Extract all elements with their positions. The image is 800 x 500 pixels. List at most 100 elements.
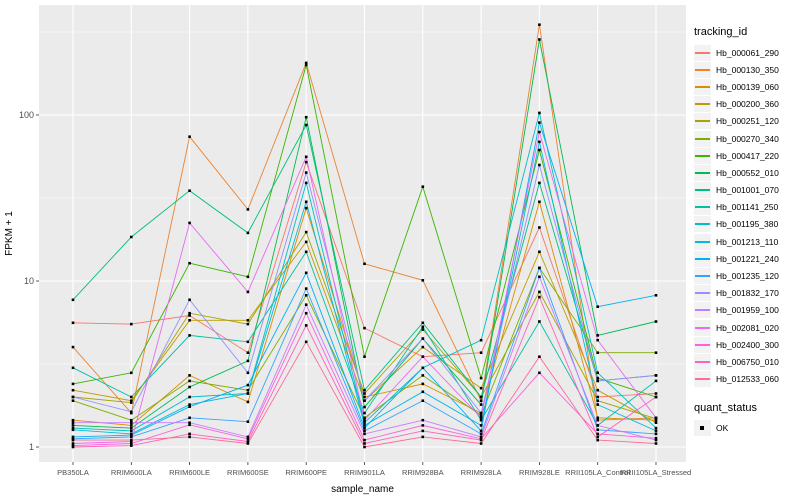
legend-item-Hb_000061_290: Hb_000061_290 <box>694 44 798 61</box>
legend-item-Hb_001001_070: Hb_001001_070 <box>694 182 798 199</box>
data-point <box>246 383 250 387</box>
y-tick-label: 100 <box>19 110 34 120</box>
data-point <box>538 226 541 229</box>
legend-item-Hb_006750_010: Hb_006750_010 <box>694 353 798 370</box>
data-point <box>71 345 75 349</box>
legend-line-swatch <box>695 240 710 243</box>
data-point <box>596 351 599 354</box>
data-point <box>538 163 541 167</box>
legend-item-Hb_000251_120: Hb_000251_120 <box>694 113 798 130</box>
legend-key <box>694 216 711 233</box>
data-point <box>538 23 541 26</box>
data-point <box>304 181 308 185</box>
data-point <box>479 386 483 390</box>
data-point <box>130 429 133 433</box>
x-tick-label: RRIM928BA <box>402 468 444 477</box>
black-square-point-icon <box>700 426 704 431</box>
legend-item-label: Hb_001141_250 <box>716 202 779 213</box>
data-point <box>596 432 599 436</box>
data-point <box>246 371 250 375</box>
data-point <box>421 337 425 340</box>
legend-line-swatch <box>695 257 710 260</box>
legend-item-label: Hb_012533_060 <box>716 374 779 385</box>
data-point <box>596 395 599 399</box>
legend-line-swatch <box>695 343 710 346</box>
data-point <box>246 208 250 211</box>
legend-item-Hb_001221_240: Hb_001221_240 <box>694 250 798 267</box>
data-point <box>421 390 425 394</box>
x-axis-title: sample_name <box>331 484 394 495</box>
data-point <box>71 388 75 392</box>
data-point <box>538 371 541 375</box>
legend-line-swatch <box>695 171 710 174</box>
data-point <box>71 421 75 424</box>
data-point <box>596 388 599 392</box>
legend-key <box>694 44 711 61</box>
data-point <box>246 437 250 441</box>
data-point <box>304 324 308 327</box>
legend-key <box>694 78 711 95</box>
data-point <box>363 388 366 392</box>
data-point <box>130 410 133 414</box>
data-point <box>654 395 658 399</box>
legend-item-Hb_001141_250: Hb_001141_250 <box>694 199 798 216</box>
legend-item-label: Hb_001213_110 <box>716 236 779 247</box>
legend-key <box>694 182 711 199</box>
data-point <box>304 155 308 159</box>
data-point <box>596 305 599 308</box>
legend-key <box>694 233 711 250</box>
data-point <box>246 359 250 363</box>
legend-item-Hb_012533_060: Hb_012533_060 <box>694 371 798 388</box>
data-point <box>363 262 366 266</box>
data-point <box>246 440 250 443</box>
data-point <box>130 442 133 445</box>
legend-key <box>694 113 711 130</box>
data-point <box>421 345 425 349</box>
data-point <box>654 351 658 354</box>
data-point <box>304 171 308 174</box>
data-point <box>654 438 658 442</box>
legend-key <box>694 147 711 164</box>
data-point <box>479 351 483 354</box>
data-point <box>596 338 599 342</box>
legend-item-label: Hb_001195_380 <box>716 219 779 230</box>
data-point <box>130 418 133 422</box>
data-point <box>654 294 658 297</box>
legend-key <box>694 268 711 285</box>
legend-item-Hb_002400_300: Hb_002400_300 <box>694 336 798 353</box>
data-point <box>188 261 191 265</box>
data-point <box>71 399 75 402</box>
data-point <box>130 444 133 447</box>
data-point <box>130 401 133 404</box>
legend-key <box>694 61 711 78</box>
data-point <box>596 379 599 383</box>
data-point <box>188 374 191 377</box>
legend-key <box>694 371 711 388</box>
data-point <box>130 399 133 402</box>
data-point <box>363 432 366 436</box>
data-point <box>538 111 541 115</box>
legend-item-label: Hb_001959_100 <box>716 305 779 316</box>
data-point <box>479 411 483 415</box>
data-point <box>538 295 541 299</box>
data-point <box>130 322 133 326</box>
data-point <box>304 250 308 254</box>
data-point <box>188 403 191 406</box>
x-tick-label: RRIM901LA <box>344 468 385 477</box>
data-point <box>363 442 366 445</box>
data-point <box>654 442 658 445</box>
legend-item-label: Hb_000251_120 <box>716 116 779 127</box>
data-point <box>479 416 483 420</box>
data-point <box>479 414 483 417</box>
data-point <box>538 275 541 279</box>
legend-item-Hb_001832_170: Hb_001832_170 <box>694 285 798 302</box>
data-point <box>596 399 599 402</box>
data-point <box>654 426 658 430</box>
data-point <box>479 418 483 422</box>
data-point <box>363 411 366 415</box>
data-point <box>363 445 366 449</box>
legend-line-swatch <box>695 326 710 329</box>
y-tick-label: 1 <box>29 442 34 452</box>
legend-key <box>694 130 711 147</box>
